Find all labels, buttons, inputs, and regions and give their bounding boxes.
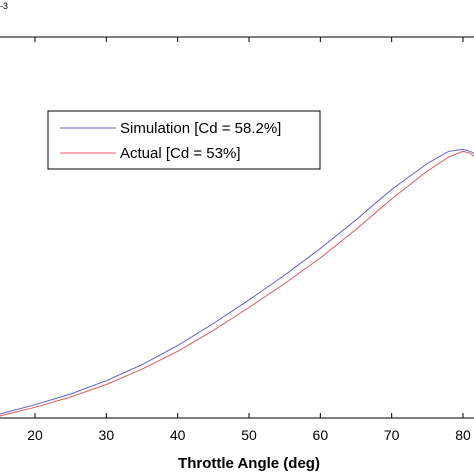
x-tick-label: 70 bbox=[384, 427, 400, 443]
series-line-0 bbox=[0, 148, 474, 415]
x-tick-label: 80 bbox=[455, 427, 471, 443]
x-tick-label: 50 bbox=[241, 427, 257, 443]
series-lines bbox=[0, 148, 474, 417]
x-tick-label: 60 bbox=[313, 427, 329, 443]
legend-entry-0: Simulation [Cd = 58.2%] bbox=[120, 120, 281, 137]
x-ticks bbox=[34, 37, 464, 418]
plot-frame bbox=[0, 36, 474, 419]
x-tick-label: 30 bbox=[99, 427, 115, 443]
x-tick-labels: 20 30 40 50 60 70 80 bbox=[27, 427, 471, 443]
legend: Simulation [Cd = 58.2%] Actual [Cd = 53%] bbox=[47, 110, 321, 170]
x-tick-label: 20 bbox=[27, 427, 43, 443]
x-axis-label: Throttle Angle (deg) bbox=[178, 455, 320, 472]
legend-entry-1: Actual [Cd = 53%] bbox=[120, 145, 240, 162]
x-tick-label: 40 bbox=[170, 427, 186, 443]
legend-box bbox=[47, 110, 321, 170]
series-line-1 bbox=[0, 150, 474, 417]
y-exponent-label: -3 bbox=[0, 1, 8, 11]
